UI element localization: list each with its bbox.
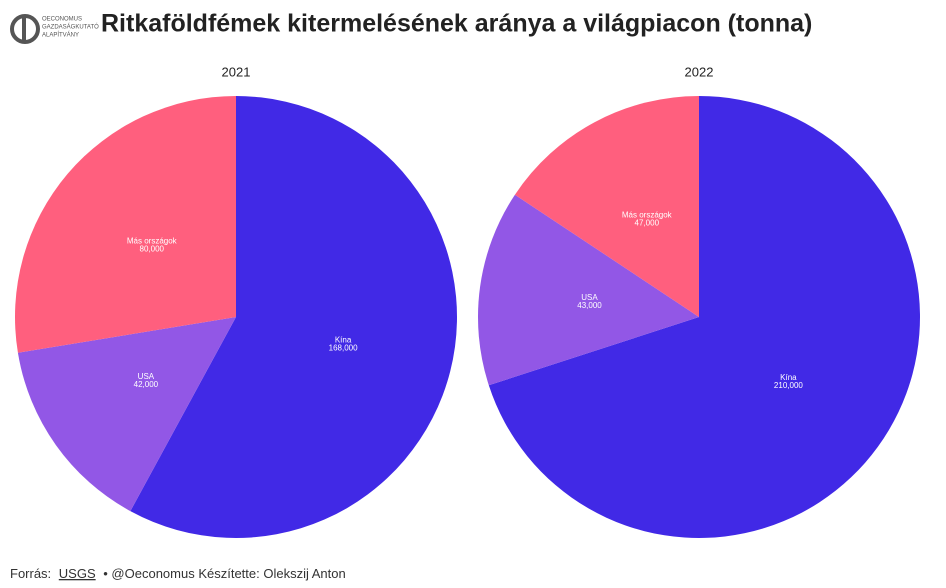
slice-label: USA: [138, 372, 155, 381]
pie-title: 2022: [685, 64, 714, 79]
pie-slice: [130, 96, 457, 538]
slice-value: 80,000: [140, 245, 165, 254]
slice-value: 47,000: [635, 219, 660, 228]
pie-slice: [514, 96, 699, 317]
logo-icon: [22, 18, 26, 42]
slice-label: Kína: [780, 373, 797, 382]
chart-title: Ritkaföldfémek kitermelésének aránya a v…: [101, 10, 812, 38]
logo-text: GAZDASÁGKUTATÓ: [42, 24, 99, 31]
logo-text: ALAPÍTVÁNY: [42, 32, 79, 39]
slice-value: 210,000: [774, 381, 803, 390]
pie-title: 2021: [222, 64, 251, 79]
slice-value: 42,000: [134, 380, 159, 389]
footer-prefix: Forrás:: [10, 566, 51, 581]
footer-source: USGS: [59, 566, 96, 581]
footer: Forrás: USGS • @Oeconomus Készítette: Ol…: [10, 566, 346, 581]
pie-slice: [477, 194, 699, 386]
slice-label: Más országok: [127, 237, 178, 246]
slice-label: Kína: [335, 335, 352, 344]
slice-value: 43,000: [577, 301, 602, 310]
footer-text: • @Oeconomus Készítette: Olekszij Anton: [103, 566, 345, 581]
pie-slice: [17, 317, 236, 512]
pie-slice: [488, 96, 921, 538]
pie-slice: [14, 96, 236, 353]
slice-label: Más országok: [622, 211, 673, 220]
logo-text: OECONOMUS: [42, 17, 82, 23]
slice-label: USA: [581, 293, 598, 302]
logo: OECONOMUS GAZDASÁGKUTATÓ ALAPÍTVÁNY: [10, 14, 99, 44]
slice-value: 168,000: [329, 343, 358, 352]
